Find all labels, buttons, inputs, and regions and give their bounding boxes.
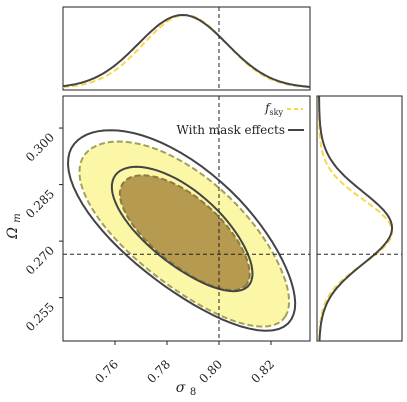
- x-tick-label: 0.82: [248, 357, 277, 386]
- x-tick-label: 0.78: [144, 357, 173, 386]
- marginal-sigma8-mask: [62, 13, 311, 88]
- marginal-omega-m-mask: [318, 96, 393, 342]
- y-tick-label: 0.270: [23, 243, 57, 277]
- x-tick-label: 0.76: [92, 357, 121, 386]
- x-tick-label: 0.80: [196, 357, 225, 386]
- marginal-sigma8-fsky: [62, 14, 311, 89]
- main-panel-frame: [62, 95, 311, 342]
- y-tick-label: 0.255: [23, 300, 57, 334]
- y-axis-label: Ω m: [5, 213, 23, 240]
- contour-mask-2sigma: [66, 129, 297, 332]
- y-tick-label: 0.285: [23, 187, 57, 221]
- contour-mask-1sigma: [110, 165, 254, 293]
- right-panel-frame: [316, 95, 403, 342]
- y-axis-ticks: 0.255 0.270 0.285 0.300: [23, 127, 63, 334]
- x-axis-label: σ 8: [176, 380, 196, 398]
- legend-entry-fsky-label: fsky: [264, 101, 283, 117]
- legend-entry-mask-label: With mask effects: [176, 123, 285, 137]
- contour-layer: [66, 129, 297, 332]
- top-panel-frame: [62, 6, 311, 91]
- x-axis-label-symbol: σ: [176, 380, 186, 396]
- omega-m-marginal-layer: [318, 96, 393, 342]
- legend: fsky With mask effects: [176, 101, 304, 137]
- y-axis-label-subscript: m: [12, 213, 23, 222]
- x-axis-label-subscript: 8: [190, 387, 196, 398]
- sigma8-marginal-layer: [62, 13, 311, 89]
- y-axis-label-symbol: Ω: [5, 227, 21, 240]
- y-tick-label: 0.300: [23, 130, 57, 164]
- fiducial-lines: [63, 7, 402, 341]
- marginal-omega-m-fsky: [318, 96, 393, 342]
